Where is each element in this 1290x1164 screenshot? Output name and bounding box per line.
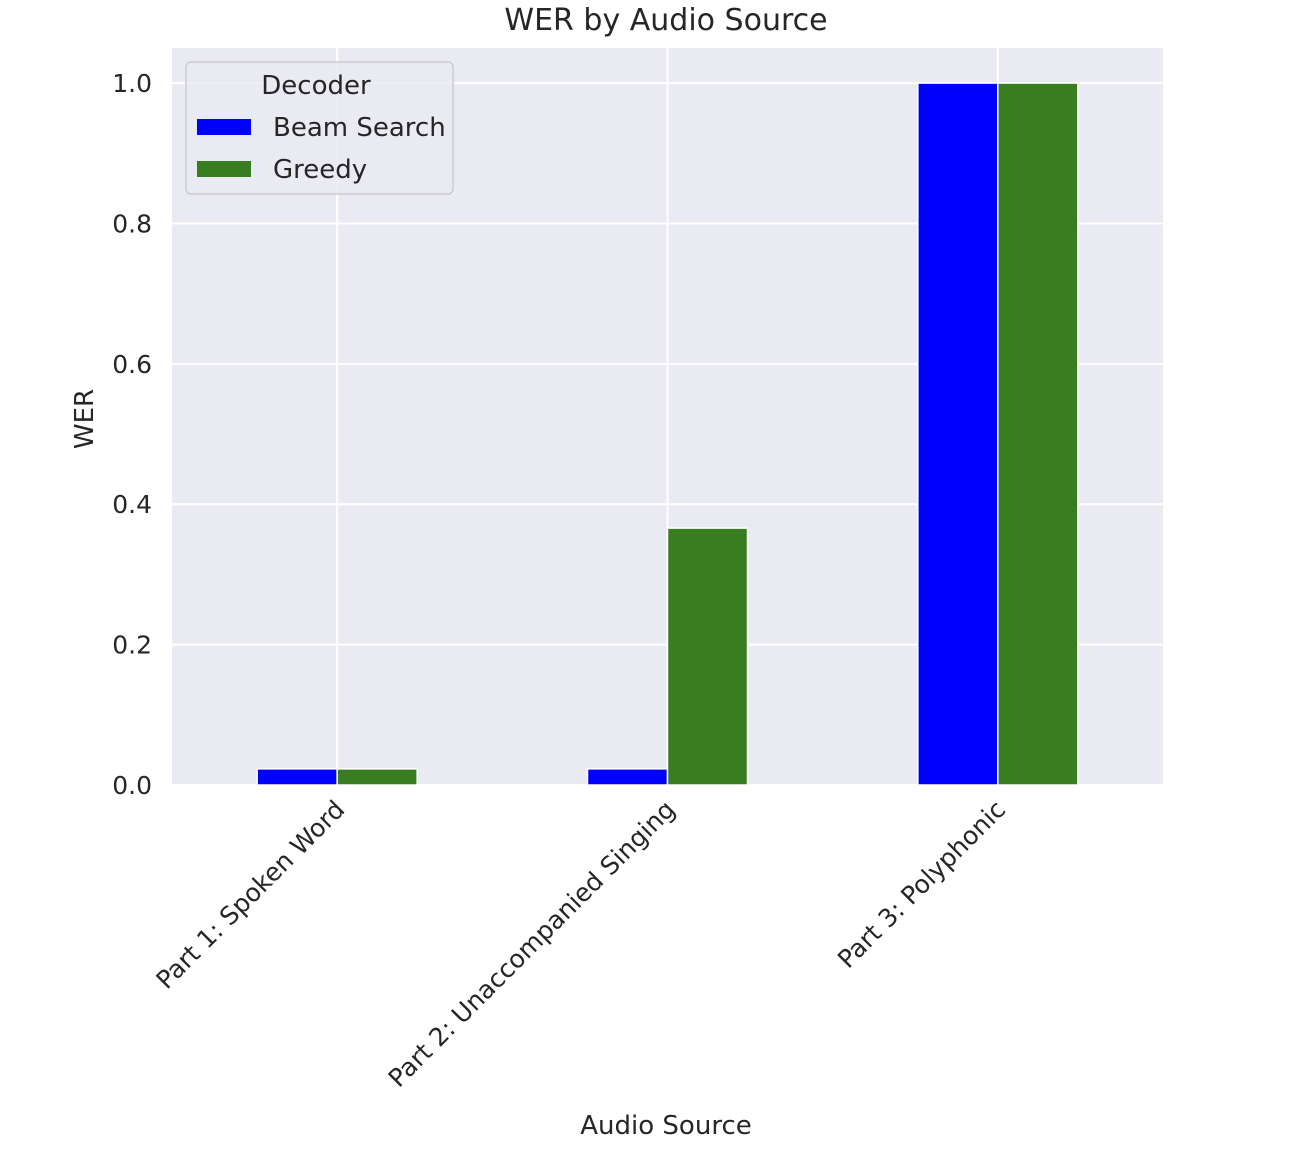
x-tick-label: Part 1: Spoken Word (151, 795, 351, 995)
y-tick-label: 0.6 (112, 350, 152, 379)
bar-greedy-1 (336, 768, 418, 786)
y-tick-label: 0.0 (112, 771, 152, 800)
x-tick-label: Part 2: Unaccompanied Singing (383, 795, 681, 1093)
y-tick-labels: 0.0 0.2 0.4 0.6 0.8 1.0 (112, 69, 152, 800)
bar-greedy-3 (997, 82, 1079, 786)
y-axis-label: WER (70, 389, 100, 449)
y-tick-label: 0.2 (112, 631, 152, 660)
bars (256, 82, 1079, 786)
y-tick-label: 1.0 (112, 69, 152, 98)
legend-box (185, 61, 454, 195)
bar-beam-search-2 (586, 768, 669, 786)
legend-swatch-beam-search (197, 119, 251, 135)
bar-beam-search-1 (256, 768, 338, 786)
y-tick-label: 0.4 (112, 490, 152, 519)
bar-beam-search-3 (917, 82, 999, 786)
x-axis-label: Audio Source (580, 1111, 751, 1141)
y-tick-label: 0.8 (112, 209, 152, 238)
legend-swatch-greedy (197, 161, 251, 177)
legend-label-beam-search: Beam Search (273, 113, 446, 143)
legend: Decoder Beam Search Greedy (185, 61, 454, 195)
bar-greedy-2 (666, 527, 749, 786)
chart-title: WER by Audio Source (504, 3, 827, 38)
x-tick-labels: Part 1: Spoken Word Part 2: Unaccompanied… (151, 795, 1012, 1093)
legend-label-greedy: Greedy (273, 155, 367, 185)
legend-title: Decoder (261, 71, 371, 101)
x-tick-label: Part 3: Polyphonic (832, 795, 1011, 974)
